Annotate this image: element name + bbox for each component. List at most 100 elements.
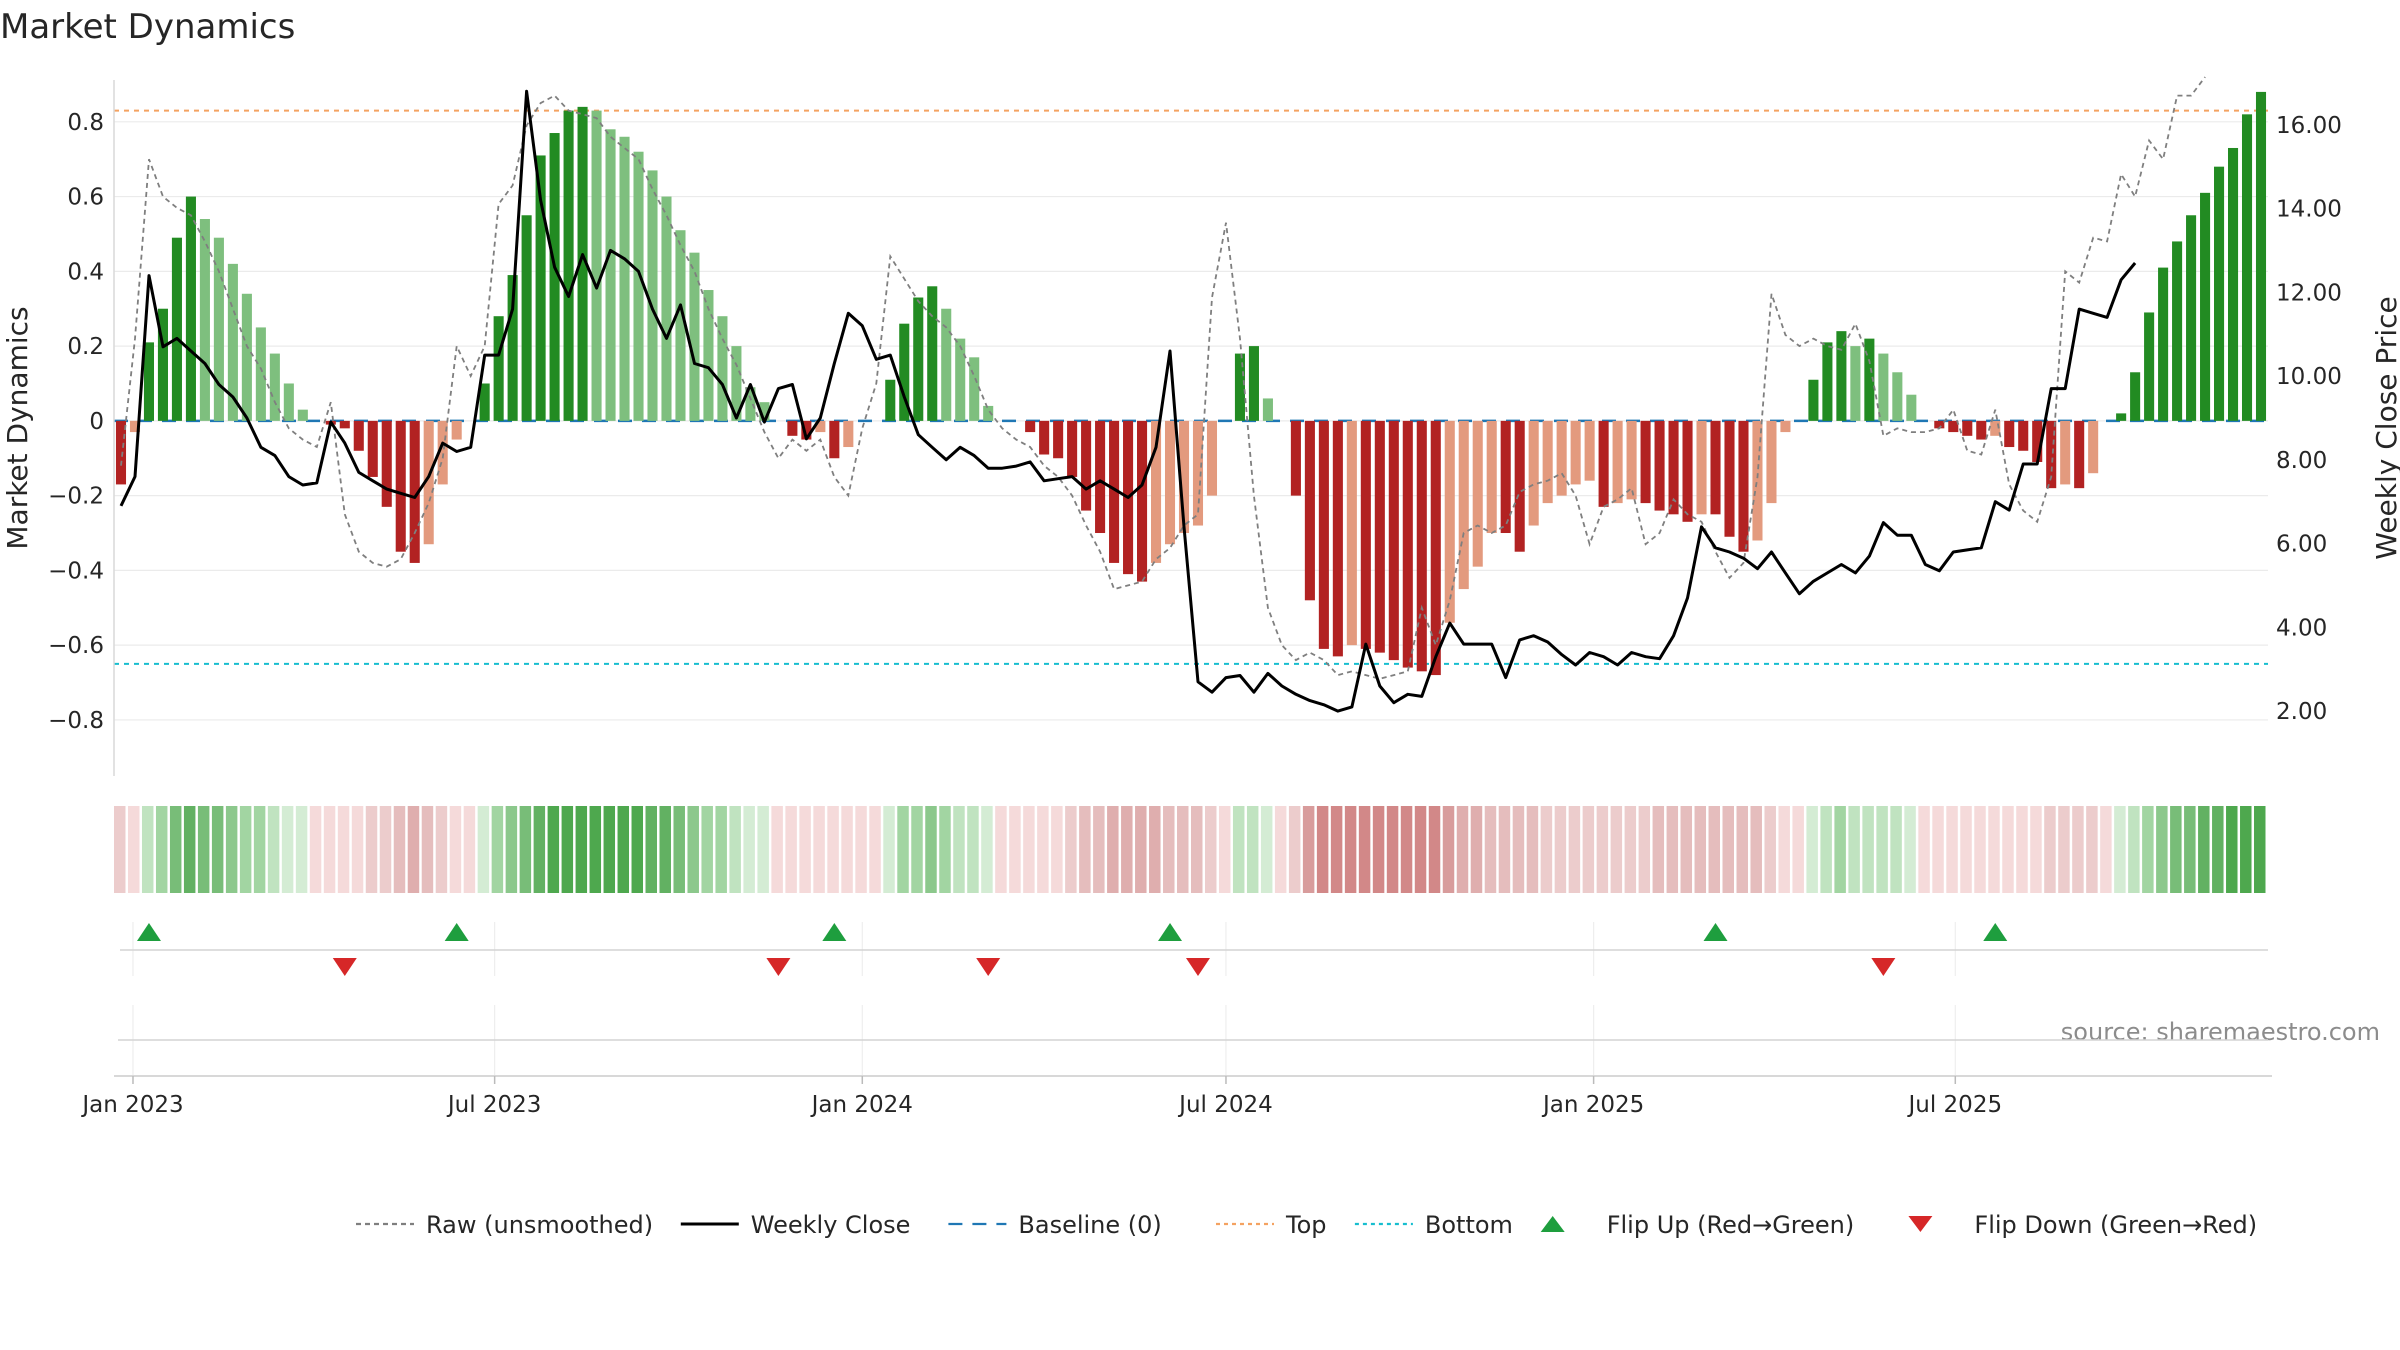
- right-y-tick-label: 14.00: [2276, 197, 2342, 223]
- heat-cell: [1358, 806, 1371, 893]
- dynamics-bar: [1766, 420, 1777, 504]
- left-y-tick-label: −0.6: [48, 633, 104, 659]
- heat-cell: [2100, 806, 2112, 893]
- flip-down-marker: [332, 958, 357, 976]
- dynamics-bars: [115, 91, 2267, 676]
- heat-cell: [659, 806, 671, 893]
- empty-panel: [118, 1005, 2268, 1075]
- x-tick-label: Jan 2024: [810, 1092, 913, 1118]
- heat-cell: [141, 806, 154, 893]
- dynamics-bar: [493, 316, 504, 421]
- dynamics-bar: [1458, 420, 1469, 590]
- dynamics-bar: [1472, 420, 1483, 567]
- heat-cell: [1037, 806, 1049, 893]
- legend-label: Baseline (0): [1018, 1211, 1161, 1239]
- dynamics-bar: [185, 196, 196, 421]
- dynamics-bar: [2130, 372, 2141, 421]
- dynamics-bar: [647, 170, 658, 421]
- heat-cell: [211, 806, 224, 893]
- reference-lines: [114, 109, 2268, 665]
- heat-cell: [1051, 806, 1063, 893]
- dynamics-bar: [1067, 420, 1078, 477]
- dynamics-bar: [1206, 420, 1218, 496]
- heat-cell: [1652, 806, 1665, 893]
- heat-cell: [1736, 806, 1748, 893]
- dynamics-bar: [507, 275, 518, 421]
- dynamics-bar: [1388, 420, 1399, 661]
- dynamics-bar: [1514, 420, 1525, 552]
- dynamics-bar: [2074, 420, 2085, 489]
- heat-cell: [2114, 806, 2126, 893]
- dynamics-bar: [1878, 353, 1889, 421]
- dynamics-bar: [1248, 346, 1259, 421]
- heat-cell: [253, 806, 266, 893]
- dynamics-bar: [1556, 420, 1567, 496]
- heat-cell: [1764, 806, 1776, 893]
- left-y-tick-label: 0.8: [67, 110, 104, 136]
- heat-cell: [309, 806, 322, 893]
- dynamics-bar: [661, 196, 672, 421]
- heat-cell: [1694, 806, 1707, 893]
- dynamics-bar: [2144, 312, 2155, 421]
- heat-cell: [1302, 806, 1315, 893]
- heat-cell: [1596, 806, 1609, 893]
- dynamics-bar: [2186, 215, 2197, 421]
- dynamics-bar: [1640, 420, 1651, 504]
- heat-cell: [197, 806, 210, 893]
- left-y-tick-label: 0.4: [67, 259, 104, 285]
- heat-cell: [1386, 806, 1399, 893]
- dynamics-bar: [2158, 267, 2169, 421]
- dynamics-bar: [619, 136, 630, 421]
- dynamics-bar: [1598, 420, 1609, 507]
- heat-cell: [1121, 806, 1133, 893]
- heat-cell: [1135, 806, 1147, 893]
- heat-cell: [477, 806, 490, 893]
- heat-cell: [1792, 806, 1804, 893]
- heat-cell: [1624, 806, 1637, 893]
- raw-series: [120, 76, 2206, 680]
- legend-label: Bottom: [1425, 1211, 1513, 1239]
- right-y-tick-label: 4.00: [2276, 615, 2327, 641]
- heat-cell: [1079, 806, 1091, 893]
- dynamics-bar: [1234, 353, 1245, 421]
- dynamics-bar: [1500, 420, 1511, 534]
- dynamics-bar: [1444, 420, 1455, 623]
- heat-cell: [1834, 806, 1846, 893]
- heat-cell: [1974, 806, 1986, 893]
- dynamics-bar: [1626, 420, 1637, 500]
- x-tick-label: Jul 2023: [446, 1092, 542, 1118]
- heat-cell: [225, 806, 238, 893]
- dynamics-bar: [717, 316, 728, 421]
- dynamics-bar: [941, 308, 952, 421]
- right-y-axis-label: Weekly Close Price: [2370, 296, 2400, 559]
- dynamics-bar: [1780, 420, 1791, 433]
- dynamics-bar: [1822, 342, 1833, 421]
- dynamics-bar: [969, 357, 980, 421]
- x-tick-label: Jan 2023: [80, 1092, 183, 1118]
- heat-cell: [2198, 806, 2210, 893]
- heat-cell: [1260, 806, 1273, 893]
- left-y-tick-label: −0.4: [48, 558, 104, 584]
- heat-cell: [295, 806, 308, 893]
- dynamics-bar: [1836, 331, 1847, 421]
- flip-up-marker: [1703, 923, 1728, 941]
- legend-swatch-flip-down: [1908, 1216, 1933, 1232]
- dynamics-bar: [1081, 420, 1092, 511]
- dynamics-bar: [1570, 420, 1581, 485]
- legend-label: Flip Down (Green→Red): [1974, 1211, 2257, 1239]
- heat-cell: [2184, 806, 2196, 893]
- dynamics-bar: [1262, 398, 1273, 421]
- dynamics-bar: [2088, 420, 2099, 474]
- heat-cell: [365, 806, 378, 893]
- dynamics-bar: [199, 219, 210, 421]
- heat-cell: [1232, 806, 1245, 893]
- flip-up-marker: [1983, 923, 2008, 941]
- legend-label: Flip Up (Red→Green): [1607, 1211, 1855, 1239]
- heat-cell: [1876, 806, 1888, 893]
- dynamics-bar: [787, 420, 798, 436]
- heat-cell: [771, 806, 783, 893]
- right-y-tick-label: 6.00: [2276, 532, 2327, 558]
- heat-cell: [1204, 806, 1217, 893]
- dynamics-bar: [1990, 420, 2001, 436]
